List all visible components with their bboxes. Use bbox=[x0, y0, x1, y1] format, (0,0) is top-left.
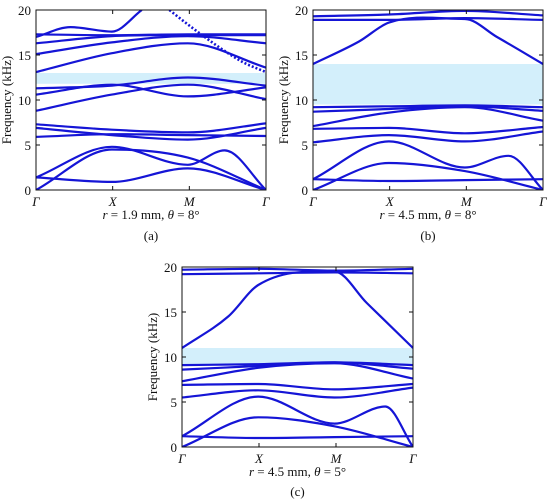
caption-text: = 1.9 mm, bbox=[108, 207, 168, 222]
y-axis-label: Frequency (kHz) bbox=[0, 56, 14, 144]
y-tick-label: 10 bbox=[164, 350, 177, 365]
panel-label: (c) bbox=[290, 484, 304, 499]
caption-symbol: r bbox=[102, 207, 108, 222]
x-tick-label: Γ bbox=[261, 194, 270, 209]
panel-caption: r = 1.9 mm, θ = 8° bbox=[102, 207, 199, 222]
dispersion-curve bbox=[36, 10, 143, 39]
dispersion-curve bbox=[36, 42, 266, 74]
caption-text: = 8° bbox=[451, 207, 477, 222]
dispersion-curve bbox=[313, 106, 543, 128]
chart-panel: 0 5 10 15 20 Γ X M Γ Frequency (kHz) r = 4.5 mm, θ… bbox=[145, 260, 417, 499]
panel-caption: r = 4.5 mm, θ = 8° bbox=[379, 207, 476, 222]
dispersion-curve bbox=[182, 382, 413, 391]
caption-symbol: r bbox=[379, 207, 385, 222]
x-tick-label: Γ bbox=[308, 194, 317, 209]
dispersion-curve bbox=[36, 33, 266, 37]
dispersion-curve bbox=[313, 130, 543, 144]
x-tick-label: X bbox=[254, 451, 264, 466]
x-tick-label: Γ bbox=[31, 194, 40, 209]
dispersion-curve bbox=[313, 104, 543, 109]
y-tick-label: 5 bbox=[171, 395, 178, 410]
y-tick-label: 15 bbox=[295, 48, 308, 63]
caption-symbol: θ bbox=[168, 207, 175, 222]
caption-text: = 4.5 mm, bbox=[254, 464, 314, 479]
y-tick-label: 20 bbox=[295, 3, 308, 18]
dispersion-curve bbox=[36, 167, 266, 190]
dispersion-curve bbox=[36, 126, 266, 141]
dispersion-curve bbox=[313, 125, 543, 135]
x-tick-label: Γ bbox=[538, 194, 547, 209]
x-tick-label: M bbox=[330, 451, 343, 466]
dispersion-curve bbox=[182, 271, 413, 276]
y-tick-label: 5 bbox=[302, 138, 309, 153]
x-tick-label: Γ bbox=[177, 451, 186, 466]
dispersion-curve bbox=[36, 145, 266, 190]
y-tick-label: 0 bbox=[171, 440, 178, 455]
y-tick-label: 15 bbox=[18, 48, 31, 63]
y-tick-label: 5 bbox=[25, 138, 32, 153]
caption-text: = 8° bbox=[174, 207, 200, 222]
dispersion-curve bbox=[182, 416, 413, 447]
x-tick-label: Γ bbox=[408, 451, 417, 466]
dispersion-curve bbox=[182, 267, 413, 272]
y-axis-label: Frequency (kHz) bbox=[145, 313, 160, 401]
caption-text: = 5° bbox=[320, 464, 346, 479]
dispersion-curve bbox=[313, 161, 543, 190]
dispersion-curve bbox=[36, 122, 266, 134]
x-tick-label: X bbox=[385, 194, 395, 209]
x-tick-label: M bbox=[460, 194, 473, 209]
dispersion-curve bbox=[36, 76, 266, 90]
chart-panel: 0 5 10 15 20 Γ X M Γ Frequency (kHz) r = 1.9 mm, θ… bbox=[0, 3, 270, 243]
band-gap-region bbox=[36, 73, 266, 84]
caption-symbol: r bbox=[249, 464, 255, 479]
dispersion-curve bbox=[182, 270, 413, 349]
x-tick-label: M bbox=[183, 194, 196, 209]
y-tick-label: 20 bbox=[18, 3, 31, 18]
dispersion-curve bbox=[313, 17, 543, 22]
y-tick-label: 10 bbox=[295, 93, 308, 108]
dispersion-curve bbox=[313, 10, 543, 18]
y-tick-label: 0 bbox=[25, 183, 32, 198]
dispersion-curve bbox=[36, 148, 266, 190]
dispersion-curve bbox=[168, 10, 266, 74]
panel-label: (a) bbox=[144, 228, 158, 243]
panel-caption: r = 4.5 mm, θ = 5° bbox=[249, 464, 346, 479]
x-tick-label: X bbox=[108, 194, 118, 209]
band-gap-region bbox=[313, 64, 543, 105]
caption-symbol: θ bbox=[445, 207, 452, 222]
dispersion-curve bbox=[182, 361, 413, 367]
y-tick-label: 10 bbox=[18, 93, 31, 108]
dispersion-curve bbox=[182, 386, 413, 399]
dispersion-curve bbox=[36, 83, 266, 112]
chart-panel: 0 5 10 15 20 Γ X M Γ Frequency (kHz) r = 4.5 mm, θ… bbox=[276, 3, 547, 243]
dispersion-curve bbox=[36, 83, 266, 98]
panel-label: (b) bbox=[420, 228, 435, 243]
caption-symbol: θ bbox=[314, 464, 321, 479]
dispersion-curve bbox=[36, 35, 266, 56]
dispersion-curve bbox=[313, 140, 543, 190]
dispersion-curve bbox=[182, 395, 413, 447]
y-tick-label: 20 bbox=[164, 260, 177, 275]
band-gap-region bbox=[182, 348, 413, 365]
dispersion-curve bbox=[313, 16, 543, 65]
plot-frame bbox=[35, 9, 267, 191]
y-tick-label: 0 bbox=[302, 183, 309, 198]
y-tick-label: 15 bbox=[164, 305, 177, 320]
y-axis-label: Frequency (kHz) bbox=[276, 56, 291, 144]
caption-text: = 4.5 mm, bbox=[385, 207, 445, 222]
dispersion-curve bbox=[313, 105, 543, 113]
